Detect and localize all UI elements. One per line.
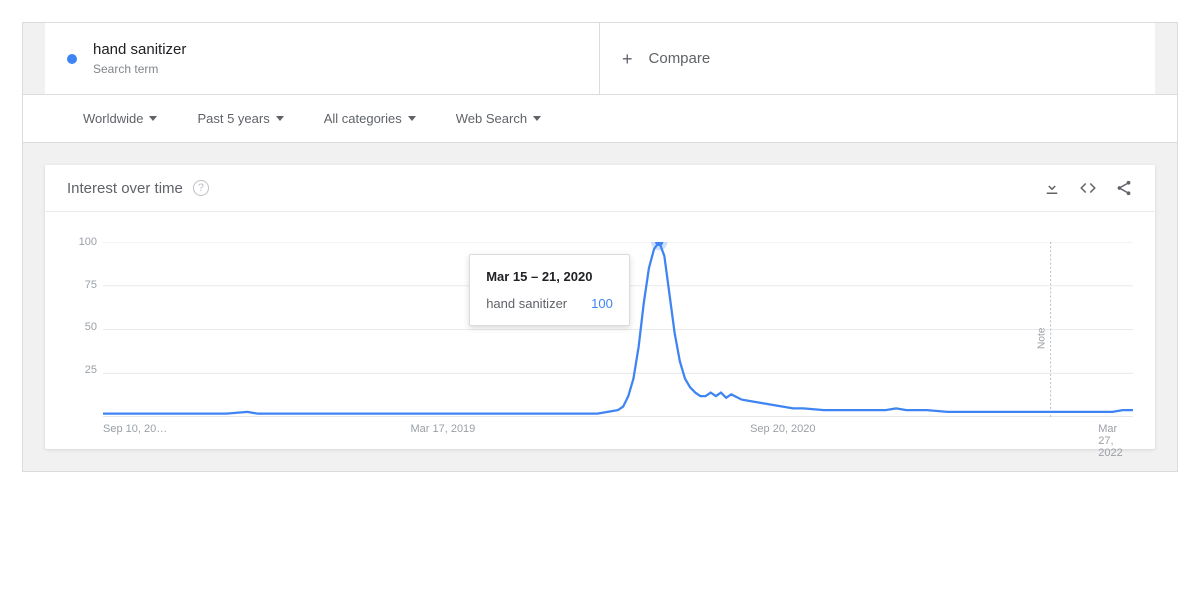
- help-icon[interactable]: ?: [193, 180, 209, 196]
- y-axis-labels: 255075100: [67, 242, 97, 412]
- share-icon[interactable]: [1115, 179, 1133, 197]
- search-terms-row: hand sanitizer Search term + Compare: [22, 22, 1178, 94]
- embed-icon[interactable]: [1079, 179, 1097, 197]
- y-tick-label: 100: [79, 236, 97, 248]
- filter-search-type[interactable]: Web Search: [456, 111, 541, 126]
- term-color-dot: [67, 54, 77, 64]
- chevron-down-icon: [533, 116, 541, 121]
- chart-svg: Note: [103, 242, 1133, 417]
- chart-title: Interest over time: [67, 180, 183, 197]
- x-tick-label: Sep 20, 2020: [750, 423, 815, 435]
- filter-category[interactable]: All categories: [324, 111, 416, 126]
- plus-icon: +: [622, 50, 633, 68]
- x-tick-label: Mar 27, 2022: [1098, 423, 1122, 459]
- compare-box[interactable]: + Compare: [600, 23, 1177, 94]
- chevron-down-icon: [149, 116, 157, 121]
- chevron-down-icon: [276, 116, 284, 121]
- chart-header: Interest over time ?: [45, 165, 1155, 212]
- filter-time-label: Past 5 years: [197, 111, 269, 126]
- filter-search-type-label: Web Search: [456, 111, 527, 126]
- filters-row: Worldwide Past 5 years All categories We…: [22, 94, 1178, 143]
- search-term-box[interactable]: hand sanitizer Search term: [23, 23, 600, 94]
- filter-geo[interactable]: Worldwide: [83, 111, 157, 126]
- chart-region: Interest over time ? 25 50 75 100 Note: [22, 143, 1178, 472]
- chart-body: 25 50 75 100 Note Mar 15 – 21, 2020 hand sa…: [45, 212, 1155, 449]
- y-tick-label: 75: [85, 279, 97, 291]
- term-text-block: hand sanitizer Search term: [93, 41, 186, 76]
- svg-text:Note: Note: [1036, 327, 1047, 349]
- download-icon[interactable]: [1043, 179, 1061, 197]
- chevron-down-icon: [408, 116, 416, 121]
- y-tick-label: 50: [85, 321, 97, 333]
- x-tick-label: Sep 10, 20…: [103, 423, 167, 435]
- term-subtitle: Search term: [93, 62, 186, 76]
- chart-plot[interactable]: Note Mar 15 – 21, 2020 hand sanitizer 10…: [103, 242, 1133, 417]
- x-axis-labels: Sep 10, 20…Mar 17, 2019Sep 20, 2020Mar 2…: [103, 423, 1133, 439]
- filter-time[interactable]: Past 5 years: [197, 111, 283, 126]
- y-tick-label: 25: [85, 364, 97, 376]
- compare-label: Compare: [649, 50, 711, 67]
- x-tick-label: Mar 17, 2019: [410, 423, 475, 435]
- filter-category-label: All categories: [324, 111, 402, 126]
- chart-card: Interest over time ? 25 50 75 100 Note: [45, 165, 1155, 449]
- filter-geo-label: Worldwide: [83, 111, 143, 126]
- term-title: hand sanitizer: [93, 41, 186, 58]
